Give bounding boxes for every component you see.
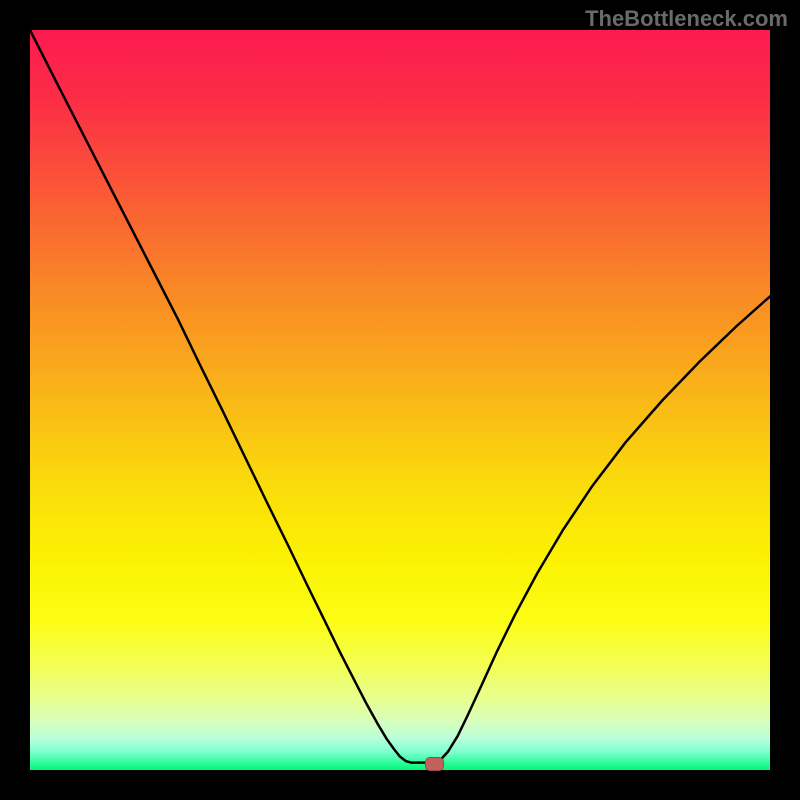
plot-area (30, 30, 770, 770)
chart-container: { "meta": { "watermark_text": "TheBottle… (0, 0, 800, 800)
watermark-text: TheBottleneck.com (585, 6, 788, 32)
optimal-point-marker (425, 757, 444, 771)
